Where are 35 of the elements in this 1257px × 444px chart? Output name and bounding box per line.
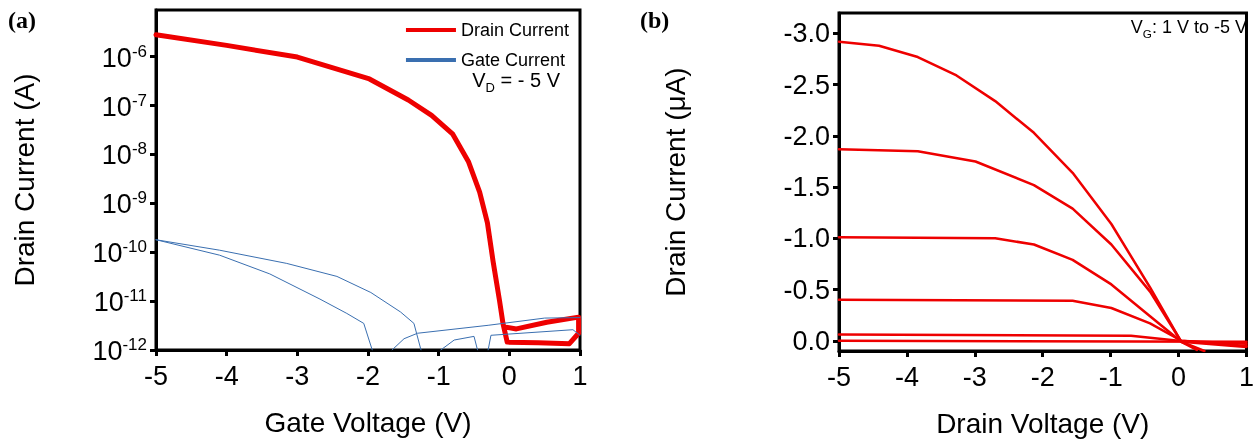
annotation: V$_{D}$ = - 5 V <box>472 69 560 95</box>
x-tick-label: 1 <box>1238 361 1255 392</box>
x-tick-label: -2 <box>355 360 381 391</box>
y-tick-label: 10$^{-11}$ <box>93 285 147 317</box>
y-tick-label: -3.0 <box>783 17 830 48</box>
x-tick-label: -4 <box>214 360 239 391</box>
y-axis-title: Drain Current (A) <box>8 73 40 287</box>
x-tick-label: -3 <box>285 360 310 391</box>
x-tick-label: -1 <box>426 360 451 391</box>
y-tick-label: 10$^{-8}$ <box>101 138 147 170</box>
x-tick-label: 0 <box>1171 361 1187 392</box>
x-tick-label: -5 <box>826 361 852 392</box>
y-axis-title: Drain Current (μA) <box>659 67 691 297</box>
y-tick-label: 10$^{-7}$ <box>101 90 147 122</box>
x-tick-label: 0 <box>501 360 517 391</box>
y-tick-label: 0.0 <box>792 325 830 356</box>
chart-title: (b) <box>640 7 670 33</box>
x-tick-label: 1 <box>572 360 588 391</box>
y-tick-label: 10$^{-10}$ <box>92 236 147 268</box>
x-tick-label: -2 <box>1030 361 1055 392</box>
y-tick-label: -1.0 <box>783 222 830 253</box>
y-tick-label: -1.5 <box>783 171 830 202</box>
x-axis-title: Gate Voltage (V) <box>264 406 472 438</box>
y-tick-label: 10$^{-6}$ <box>101 41 147 73</box>
legend-label: Gate Current <box>460 50 566 70</box>
y-tick-label: 10$^{-9}$ <box>101 187 147 219</box>
y-tick-label: -2.5 <box>783 69 830 100</box>
x-axis-title: Drain Voltage (V) <box>936 407 1150 439</box>
x-tick-label: -1 <box>1098 361 1123 392</box>
chart-title: (a) <box>8 7 36 33</box>
x-tick-label: -4 <box>894 361 919 392</box>
legend-label: Drain Current <box>460 20 570 40</box>
y-tick-label: -2.0 <box>783 120 830 151</box>
x-tick-label: -3 <box>962 361 987 392</box>
y-tick-label: -0.5 <box>783 274 830 305</box>
